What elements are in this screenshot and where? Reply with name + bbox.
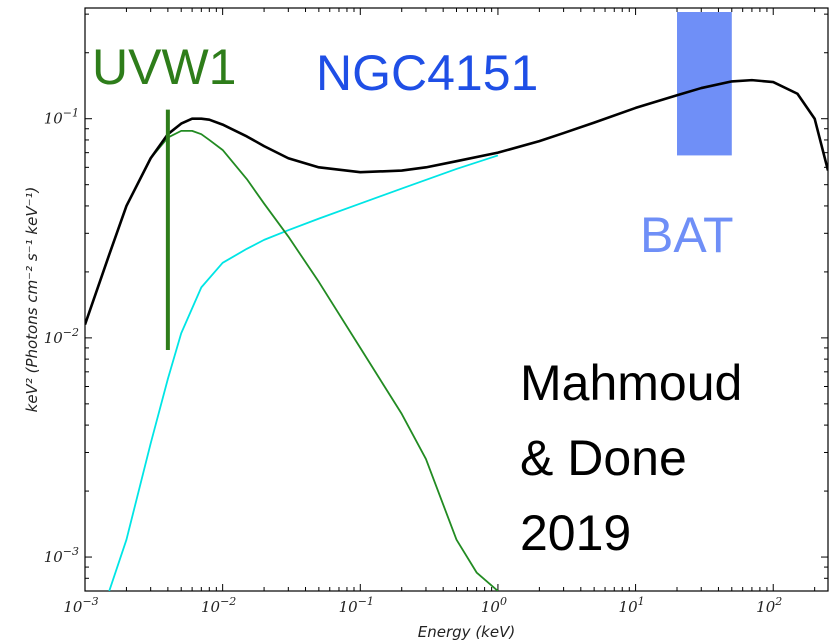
y-tick-label: 10−3	[44, 545, 79, 566]
disc-component-line	[125, 129, 499, 591]
object-label: NGC4151	[316, 45, 538, 101]
y-tick-label: 10−2	[44, 326, 79, 347]
bat-label: BAT	[640, 207, 734, 263]
total-model-line	[85, 78, 828, 326]
x-tick-label: 10−1	[339, 595, 374, 616]
axis-tick-labels: 10−3 10−2 10−1 100 101 102 10−3 10−2 10−1	[44, 107, 783, 616]
x-tick-label: 101	[619, 595, 645, 616]
citation-line-1: Mahmoud	[520, 355, 742, 411]
axis-ticks	[84, 8, 828, 592]
citation-line-2: & Done	[520, 430, 687, 486]
x-tick-label: 10−2	[201, 595, 236, 616]
y-axis-label: keV² (Photons cm⁻² s⁻¹ keV⁻¹)	[23, 187, 41, 413]
comptonised-component-line	[108, 154, 499, 591]
y-tick-label: 10−1	[44, 107, 79, 128]
series-layer	[85, 78, 828, 591]
x-tick-label: 100	[481, 595, 507, 616]
x-tick-label: 102	[756, 595, 782, 616]
citation-line-3: 2019	[520, 505, 631, 561]
x-tick-label: 10−3	[63, 595, 98, 616]
uvw1-label: UVW1	[92, 39, 236, 95]
x-axis-label: Energy (keV)	[418, 623, 515, 641]
